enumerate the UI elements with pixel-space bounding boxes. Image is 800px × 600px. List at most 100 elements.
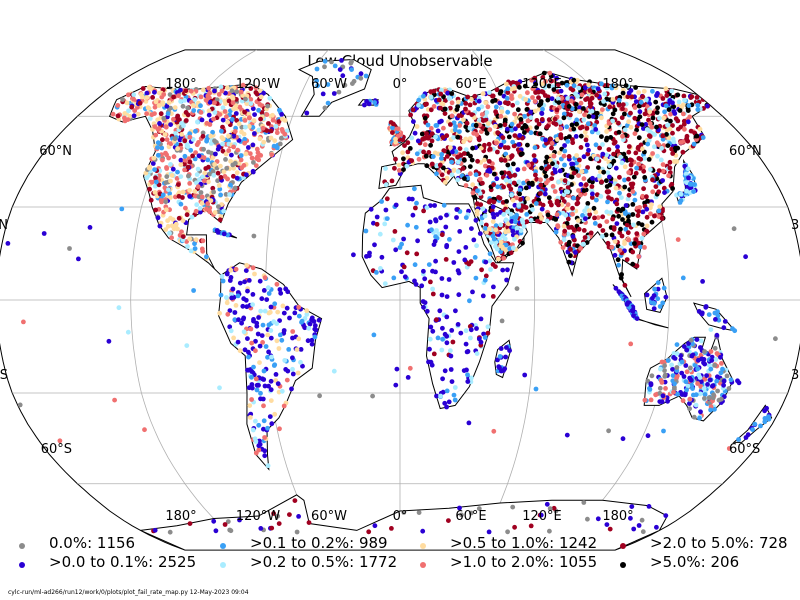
station-marker — [702, 396, 707, 401]
station-marker — [212, 162, 218, 167]
station-marker — [256, 315, 261, 320]
station-marker — [258, 153, 264, 158]
station-marker — [504, 199, 509, 204]
station-marker — [433, 134, 438, 140]
station-marker — [391, 275, 397, 281]
station-marker — [431, 88, 437, 94]
station-marker — [230, 100, 236, 106]
station-marker — [350, 81, 355, 86]
station-marker — [152, 89, 157, 95]
station-marker — [232, 160, 238, 166]
station-marker — [660, 393, 666, 399]
station-marker — [518, 117, 524, 122]
station-marker — [634, 263, 640, 269]
station-marker — [374, 270, 379, 275]
legend-label: >2.0 to 5.0%: 728 — [650, 534, 788, 552]
station-marker — [462, 176, 467, 182]
legend-label: >0.2 to 0.5%: 1772 — [250, 553, 398, 571]
station-marker — [194, 180, 199, 186]
station-marker — [419, 131, 425, 137]
station-marker — [158, 111, 164, 117]
station-marker — [424, 131, 429, 137]
station-marker — [383, 182, 389, 188]
station-marker — [412, 262, 418, 268]
station-marker — [688, 377, 694, 383]
station-marker — [581, 188, 587, 194]
station-marker — [337, 67, 343, 72]
station-marker — [593, 126, 599, 132]
station-marker — [192, 97, 198, 102]
station-marker — [660, 162, 666, 168]
station-marker — [708, 327, 714, 332]
station-marker — [585, 96, 590, 101]
station-marker — [126, 108, 131, 114]
station-marker — [672, 381, 677, 387]
station-marker — [604, 209, 610, 215]
station-marker — [554, 198, 560, 204]
station-marker — [153, 207, 159, 213]
station-marker — [431, 104, 437, 109]
station-marker — [423, 153, 429, 159]
station-marker — [697, 126, 703, 132]
station-marker — [595, 516, 601, 522]
station-marker — [256, 127, 262, 133]
station-marker — [569, 122, 575, 128]
station-marker — [473, 217, 479, 223]
station-marker — [456, 292, 462, 298]
station-marker — [153, 99, 159, 105]
station-marker — [442, 331, 448, 337]
station-marker — [612, 252, 618, 258]
station-marker — [235, 293, 241, 299]
station-marker — [269, 421, 275, 427]
station-marker — [180, 103, 186, 109]
station-marker — [662, 190, 667, 196]
station-marker — [562, 178, 568, 184]
station-marker — [451, 260, 457, 265]
station-marker — [222, 98, 228, 104]
station-marker — [249, 397, 255, 402]
station-marker — [208, 133, 214, 139]
station-marker — [444, 314, 450, 320]
station-marker — [399, 241, 404, 247]
station-marker — [587, 88, 593, 93]
station-marker — [568, 247, 573, 252]
station-marker — [607, 104, 613, 110]
station-marker — [187, 187, 193, 193]
station-marker — [504, 277, 509, 283]
station-marker — [223, 192, 229, 197]
station-marker — [671, 355, 677, 360]
station-marker — [463, 215, 469, 221]
station-marker — [573, 102, 579, 107]
station-marker — [531, 153, 537, 159]
station-marker — [268, 335, 274, 341]
station-marker — [422, 142, 428, 148]
station-marker — [638, 156, 644, 162]
station-marker — [195, 184, 201, 190]
station-marker — [630, 212, 636, 217]
station-marker — [110, 111, 116, 117]
station-marker — [160, 192, 166, 198]
station-marker — [295, 370, 301, 376]
station-marker — [487, 258, 493, 264]
station-marker — [191, 108, 197, 113]
station-marker — [250, 265, 256, 271]
station-marker — [667, 98, 673, 103]
station-marker — [487, 127, 493, 132]
station-marker — [392, 229, 398, 234]
station-marker — [146, 165, 152, 171]
station-marker — [642, 397, 648, 403]
station-marker — [251, 160, 256, 165]
station-marker — [563, 212, 569, 218]
station-marker — [456, 99, 461, 105]
station-marker — [178, 201, 184, 207]
station-marker — [392, 165, 397, 171]
station-marker — [212, 138, 217, 144]
station-marker — [689, 94, 695, 100]
station-marker — [497, 354, 503, 359]
station-marker — [437, 162, 443, 168]
station-marker — [223, 157, 228, 162]
station-marker — [428, 279, 433, 285]
station-marker — [325, 100, 331, 106]
station-marker — [632, 105, 638, 110]
station-marker — [543, 173, 549, 179]
